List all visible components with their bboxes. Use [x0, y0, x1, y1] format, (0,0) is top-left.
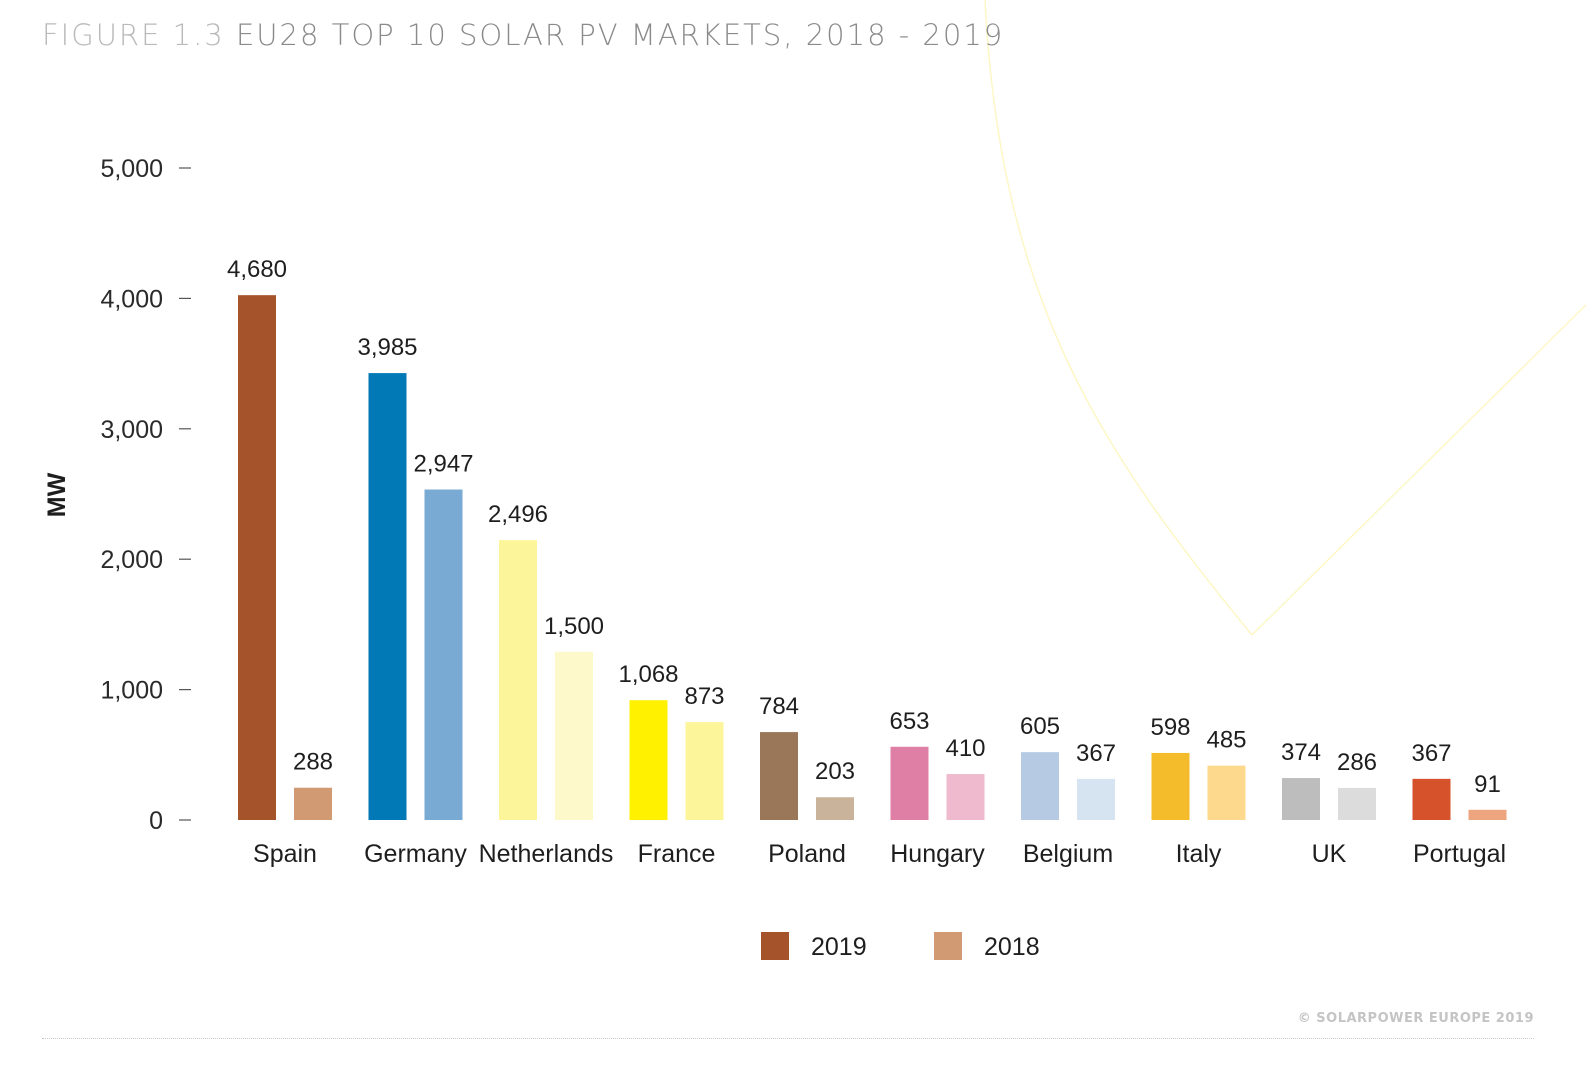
x-tick-label-spain: Spain [253, 840, 317, 868]
bar-hungary-2018 [946, 774, 985, 820]
x-tick-label-poland: Poland [768, 840, 846, 868]
bars [238, 295, 1507, 820]
x-tick-label-portugal: Portugal [1413, 840, 1506, 868]
x-axis-labels: Spain Germany Netherlands France Poland Hunga… [253, 840, 1506, 868]
value-label-spain-2018: 288 [293, 749, 333, 776]
value-label-poland-2018: 203 [815, 758, 855, 785]
bar-netherlands-2019 [499, 540, 537, 820]
legend: 2019 2018 [761, 932, 1040, 961]
value-label-germany-2019: 3,985 [357, 334, 417, 361]
figure-number: FIGURE 1.3 [42, 18, 225, 52]
bar-france-2019 [629, 700, 668, 820]
value-label-spain-2019: 4,680 [227, 256, 287, 283]
x-tick-label-hungary: Hungary [890, 840, 985, 868]
copyright-notice: © SOLARPOWER EUROPE 2019 [1297, 1011, 1534, 1026]
value-label-italy-2019: 598 [1150, 714, 1190, 741]
x-tick-label-uk: UK [1312, 840, 1347, 868]
value-label-hungary-2019: 653 [889, 708, 929, 735]
decorative-curve [984, 0, 1253, 636]
legend-label-2018: 2018 [984, 933, 1040, 961]
bar-spain-2018 [294, 787, 332, 820]
value-label-belgium-2018: 367 [1076, 740, 1116, 767]
legend-label-2019: 2019 [811, 933, 867, 961]
bar-uk-2019 [1282, 778, 1320, 820]
value-label-france-2019: 1,068 [618, 661, 678, 688]
bar-belgium-2018 [1077, 778, 1115, 820]
bar-germany-2019 [368, 373, 407, 820]
bar-italy-2019 [1151, 752, 1190, 820]
value-label-uk-2018: 286 [1337, 749, 1377, 776]
value-label-portugal-2018: 91 [1474, 771, 1501, 798]
bar-belgium-2019 [1021, 752, 1059, 820]
value-label-portugal-2019: 367 [1411, 740, 1451, 767]
bar-hungary-2019 [890, 746, 929, 820]
value-label-netherlands-2018: 1,500 [544, 613, 604, 640]
value-label-belgium-2019: 605 [1020, 713, 1060, 740]
y-tick-label: 2,000 [100, 546, 163, 574]
bar-poland-2018 [816, 797, 854, 820]
footer-divider [42, 1038, 1534, 1039]
y-tick-label: 3,000 [100, 416, 163, 444]
chart-title: EU28 TOP 10 SOLAR PV MARKETS, 2018 - 201… [235, 18, 1005, 52]
decorative-line [1251, 304, 1586, 636]
bar-portugal-2019 [1412, 778, 1451, 820]
bar-spain-2019 [238, 295, 276, 820]
value-label-netherlands-2019: 2,496 [488, 501, 548, 528]
x-tick-label-france: France [638, 840, 716, 868]
bar-uk-2018 [1338, 787, 1376, 820]
y-tick-label: 4,000 [100, 285, 163, 313]
value-label-poland-2019: 784 [759, 693, 799, 720]
bar-netherlands-2018 [555, 651, 593, 820]
x-tick-label-belgium: Belgium [1023, 840, 1113, 868]
value-label-hungary-2018: 410 [945, 735, 985, 762]
y-axis: 0 1,000 2,000 3,000 4,000 5,000 [100, 155, 191, 835]
x-tick-label-netherlands: Netherlands [479, 840, 614, 868]
bar-portugal-2018 [1468, 809, 1507, 820]
x-tick-label-italy: Italy [1176, 840, 1222, 868]
value-label-italy-2018: 485 [1206, 727, 1246, 754]
bar-france-2018 [685, 722, 724, 820]
value-label-germany-2018: 2,947 [413, 451, 473, 478]
bar-italy-2018 [1207, 765, 1246, 820]
y-tick-label: 5,000 [100, 155, 163, 183]
value-label-france-2018: 873 [684, 683, 724, 710]
value-label-uk-2019: 374 [1281, 739, 1321, 766]
legend-swatch-2019 [761, 932, 789, 960]
figure-title: FIGURE 1.3 EU28 TOP 10 SOLAR PV MARKETS,… [42, 18, 1004, 52]
bar-poland-2019 [760, 732, 798, 820]
legend-swatch-2018 [934, 932, 962, 960]
y-axis-label: MW [43, 472, 71, 517]
y-tick-label: 0 [149, 807, 163, 835]
y-tick-label: 1,000 [100, 677, 163, 705]
x-tick-label-germany: Germany [364, 840, 467, 868]
bar-germany-2018 [424, 489, 463, 820]
